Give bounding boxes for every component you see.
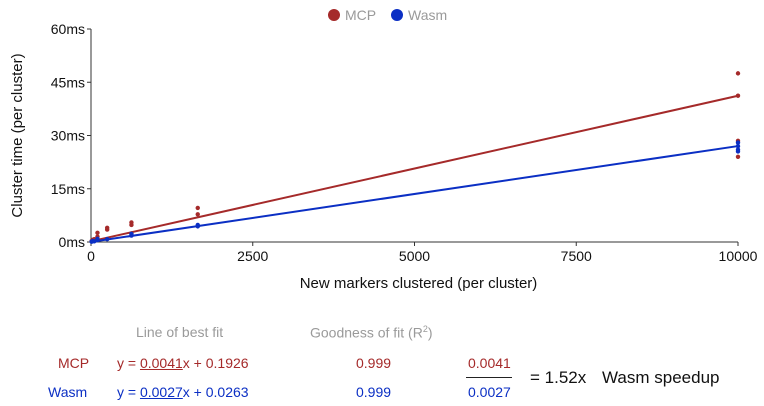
fit-header: Line of best fit (136, 324, 224, 340)
data-point-wasm (195, 222, 200, 228)
legend-label-mcp: MCP (345, 7, 376, 23)
legend-label-wasm: Wasm (408, 7, 447, 23)
data-point-mcp (195, 212, 200, 217)
fit-table: Line of best fit Goodness of fit (R2) MC… (0, 318, 764, 406)
row-label-wasm: Wasm (48, 384, 88, 400)
fit-line-mcp (90, 94, 739, 243)
speedup-value: = 1.52x (530, 368, 587, 387)
ratio-numerator: 0.0041 (468, 355, 511, 371)
y-tick-label: 45ms (51, 74, 85, 90)
row-label-mcp: MCP (58, 355, 90, 371)
x-tick-label: 2500 (237, 248, 268, 264)
fit-equation-mcp: y = 0.0041x + 0.1926 (117, 355, 249, 371)
x-tick-label: 7500 (561, 248, 592, 264)
ratio-denominator: 0.0027 (468, 384, 511, 400)
y-axis-title: Cluster time (per cluster) (9, 53, 26, 217)
data-point-wasm (735, 140, 741, 145)
data-point-mcp (195, 205, 200, 211)
chart: MCP Wasm 0ms 15ms 30ms 45ms 60ms 0 2500 5000 7500… (9, 7, 758, 292)
data-point-wasm (735, 143, 741, 149)
y-tick-label: 15ms (51, 181, 85, 197)
axes: 0ms 15ms 30ms 45ms 60ms 0 2500 5000 7500 10000 New… (9, 21, 758, 292)
x-axis-title: New markers clustered (per cluster) (300, 275, 538, 292)
speedup-label: Wasm speedup (602, 368, 720, 387)
fit-line-wasm (90, 145, 739, 243)
data-point-mcp (735, 154, 741, 159)
x-tick-label: 10000 (719, 248, 758, 264)
data-point-mcp (735, 71, 741, 76)
y-tick-label: 60ms (51, 21, 85, 37)
r2-header: Goodness of fit (R2) (310, 324, 433, 341)
data-point-wasm (104, 236, 110, 242)
data-point-wasm (735, 149, 741, 154)
slope-wasm: 0.0027 (139, 384, 183, 400)
y-tick-label: 0ms (59, 234, 85, 250)
data-point-mcp (129, 222, 134, 228)
x-tick-label: 5000 (399, 248, 430, 264)
slope-mcp: 0.0041 (139, 355, 183, 371)
fit-equation-wasm: y = 0.0027x + 0.0263 (117, 384, 249, 400)
legend: MCP Wasm (328, 7, 447, 23)
data-point-wasm (129, 231, 134, 237)
y-tick-label: 30ms (51, 128, 85, 144)
r2-wasm: 0.999 (356, 384, 392, 400)
x-tick-label: 0 (87, 248, 95, 264)
legend-marker-wasm (391, 9, 403, 21)
data-points (89, 71, 741, 244)
ratio-bar (466, 377, 512, 378)
data-point-mcp (104, 227, 110, 232)
data-point-mcp (95, 230, 100, 235)
fit-lines (90, 94, 739, 243)
legend-marker-mcp (328, 9, 340, 21)
r2-mcp: 0.999 (356, 355, 392, 371)
data-point-wasm (95, 236, 100, 242)
data-point-mcp (735, 93, 741, 98)
